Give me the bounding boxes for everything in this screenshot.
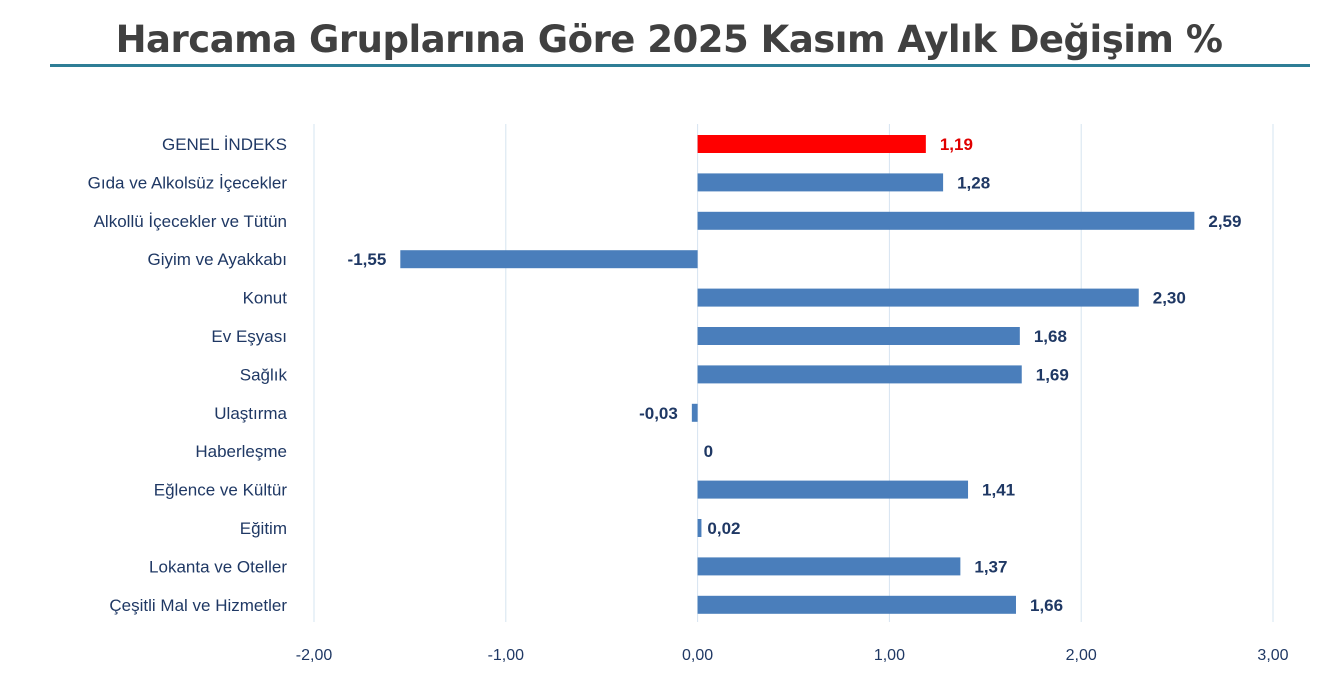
x-tick-label: 1,00 xyxy=(874,647,905,664)
category-label: Haberleşme xyxy=(195,442,287,461)
category-label: Giyim ve Ayakkabı xyxy=(147,250,287,269)
bar xyxy=(697,173,944,192)
data-label: 2,30 xyxy=(1153,289,1186,308)
x-tick-label: -2,00 xyxy=(296,647,333,664)
category-label: Sağlık xyxy=(240,365,288,384)
bar xyxy=(697,365,1022,384)
data-label: 2,59 xyxy=(1208,212,1241,231)
bar xyxy=(697,211,1195,230)
bar xyxy=(697,595,1016,614)
x-tick-label: 0,00 xyxy=(682,647,713,664)
category-label: Ev Eşyası xyxy=(211,327,287,346)
category-label: Çeşitli Mal ve Hizmetler xyxy=(109,596,287,615)
bar xyxy=(697,557,961,576)
x-tick-label: -1,00 xyxy=(488,647,525,664)
data-label: -1,55 xyxy=(348,250,387,269)
data-label: 1,37 xyxy=(974,557,1007,576)
bar xyxy=(400,250,698,269)
bar xyxy=(697,135,926,153)
bar xyxy=(691,403,698,422)
category-label: Lokanta ve Oteller xyxy=(149,557,287,576)
category-label: Eğitim xyxy=(240,519,287,538)
chart-title: Harcama Gruplarına Göre 2025 Kasım Aylık… xyxy=(115,18,1223,61)
x-tick-label: 3,00 xyxy=(1257,647,1288,664)
bar xyxy=(697,519,702,537)
x-tick-label: 2,00 xyxy=(1066,647,1097,664)
title-underline xyxy=(50,64,1310,67)
category-label: Konut xyxy=(243,289,288,308)
data-label: 0 xyxy=(704,442,713,461)
data-label: 1,28 xyxy=(957,173,990,192)
data-label: 1,69 xyxy=(1036,365,1069,384)
data-label: 0,02 xyxy=(707,519,740,538)
category-label: GENEL İNDEKS xyxy=(162,135,287,154)
category-label: Eğlence ve Kültür xyxy=(154,481,288,500)
data-label: 1,66 xyxy=(1030,596,1063,615)
data-label: 1,19 xyxy=(940,135,973,154)
category-label: Ulaştırma xyxy=(214,404,287,423)
bar xyxy=(697,327,1020,345)
data-label: 1,68 xyxy=(1034,327,1067,346)
category-label: Gıda ve Alkolsüz İçecekler xyxy=(88,173,288,192)
data-label: 1,41 xyxy=(982,481,1015,500)
bar xyxy=(697,480,969,499)
category-label: Alkollü İçecekler ve Tütün xyxy=(94,212,287,231)
data-label: -0,03 xyxy=(639,404,678,423)
bar xyxy=(697,288,1139,307)
